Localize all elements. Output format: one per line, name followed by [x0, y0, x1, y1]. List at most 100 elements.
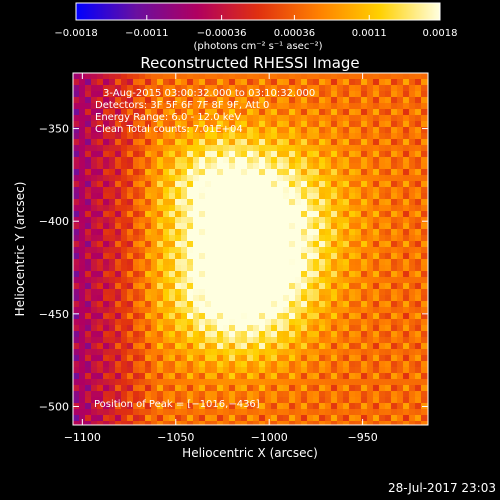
heatmap-cell [211, 139, 218, 146]
heatmap-cell [403, 97, 410, 104]
heatmap-cell [175, 133, 182, 140]
heatmap-cell [127, 349, 134, 356]
heatmap-cell [367, 97, 374, 104]
heatmap-cell [379, 355, 386, 362]
heatmap-cell [229, 133, 236, 140]
heatmap-cell [127, 361, 134, 368]
heatmap-cell [91, 289, 98, 296]
heatmap-cell [271, 133, 278, 140]
heatmap-cell [193, 151, 200, 158]
heatmap-cell [379, 283, 386, 290]
heatmap-cell [151, 373, 158, 380]
heatmap-cell [97, 265, 104, 272]
heatmap-cell [379, 391, 386, 398]
heatmap-cell [355, 391, 362, 398]
heatmap-cell [319, 301, 326, 308]
heatmap-cell [379, 397, 386, 404]
heatmap-cell [241, 373, 248, 380]
heatmap-cell [109, 367, 116, 374]
heatmap-cell [139, 307, 146, 314]
heatmap-cell [409, 205, 416, 212]
heatmap-cell [91, 217, 98, 224]
heatmap-cell [313, 367, 320, 374]
heatmap-cell [319, 109, 326, 116]
heatmap-cell [187, 115, 194, 122]
heatmap-cell [163, 319, 170, 326]
heatmap-cell [391, 325, 398, 332]
heatmap-cell [301, 187, 308, 194]
heatmap-cell [109, 235, 116, 242]
heatmap-cell [259, 361, 266, 368]
heatmap-cell [319, 181, 326, 188]
heatmap-cell [367, 253, 374, 260]
heatmap-cell [145, 391, 152, 398]
heatmap-cell [409, 241, 416, 248]
heatmap-cell [241, 193, 248, 200]
heatmap-cell [241, 337, 248, 344]
heatmap-cell [235, 289, 242, 296]
heatmap-cell [367, 187, 374, 194]
heatmap-cell [253, 265, 260, 272]
heatmap-cell [361, 421, 368, 425]
heatmap-cell [349, 205, 356, 212]
heatmap-cell [241, 241, 248, 248]
heatmap-cell [355, 139, 362, 146]
heatmap-cell [229, 157, 236, 164]
heatmap-cell [169, 409, 176, 416]
heatmap-cell [241, 229, 248, 236]
heatmap-cell [313, 205, 320, 212]
heatmap-cell [241, 91, 248, 98]
heatmap-cell [355, 235, 362, 242]
heatmap-cell [331, 163, 338, 170]
heatmap-cell [301, 247, 308, 254]
heatmap-cell [109, 247, 116, 254]
heatmap-cell [343, 199, 350, 206]
heatmap-cell [289, 109, 296, 116]
heatmap-cell [355, 301, 362, 308]
heatmap-cell [247, 385, 254, 392]
heatmap-cell [91, 73, 98, 80]
heatmap-cell [229, 355, 236, 362]
heatmap-cell [79, 259, 86, 266]
heatmap-cell [391, 355, 398, 362]
heatmap-cell [379, 115, 386, 122]
heatmap-cell [259, 91, 266, 98]
heatmap-cell [343, 103, 350, 110]
heatmap-cell [91, 157, 98, 164]
heatmap-cell [319, 205, 326, 212]
heatmap-cell [145, 79, 152, 86]
heatmap-cell [163, 157, 170, 164]
heatmap-cell [253, 409, 260, 416]
heatmap-cell [259, 367, 266, 374]
heatmap-cell [91, 421, 98, 425]
heatmap-cell [307, 379, 314, 386]
heatmap-cell [151, 193, 158, 200]
heatmap-cell [253, 403, 260, 410]
heatmap-cell [391, 73, 398, 80]
heatmap-cell [223, 247, 230, 254]
heatmap-cell [193, 355, 200, 362]
heatmap-cell [385, 223, 392, 230]
heatmap-cell [181, 277, 188, 284]
heatmap-cell [343, 415, 350, 422]
heatmap-cell [211, 301, 218, 308]
heatmap-cell [421, 229, 428, 236]
heatmap-cell [331, 91, 338, 98]
heatmap-cell [283, 229, 290, 236]
heatmap-cell [391, 253, 398, 260]
heatmap-cell [385, 271, 392, 278]
heatmap-cell [349, 313, 356, 320]
heatmap-cell [79, 397, 86, 404]
heatmap-cell [367, 127, 374, 134]
heatmap-cell [391, 409, 398, 416]
heatmap-cell [181, 301, 188, 308]
heatmap-cell [169, 277, 176, 284]
heatmap-cell [169, 295, 176, 302]
heatmap-cell [319, 355, 326, 362]
heatmap-cell [91, 325, 98, 332]
heatmap-cell [355, 169, 362, 176]
heatmap-cell [271, 265, 278, 272]
heatmap-cell [217, 283, 224, 290]
heatmap-cell [115, 283, 122, 290]
heatmap-cell [163, 403, 170, 410]
